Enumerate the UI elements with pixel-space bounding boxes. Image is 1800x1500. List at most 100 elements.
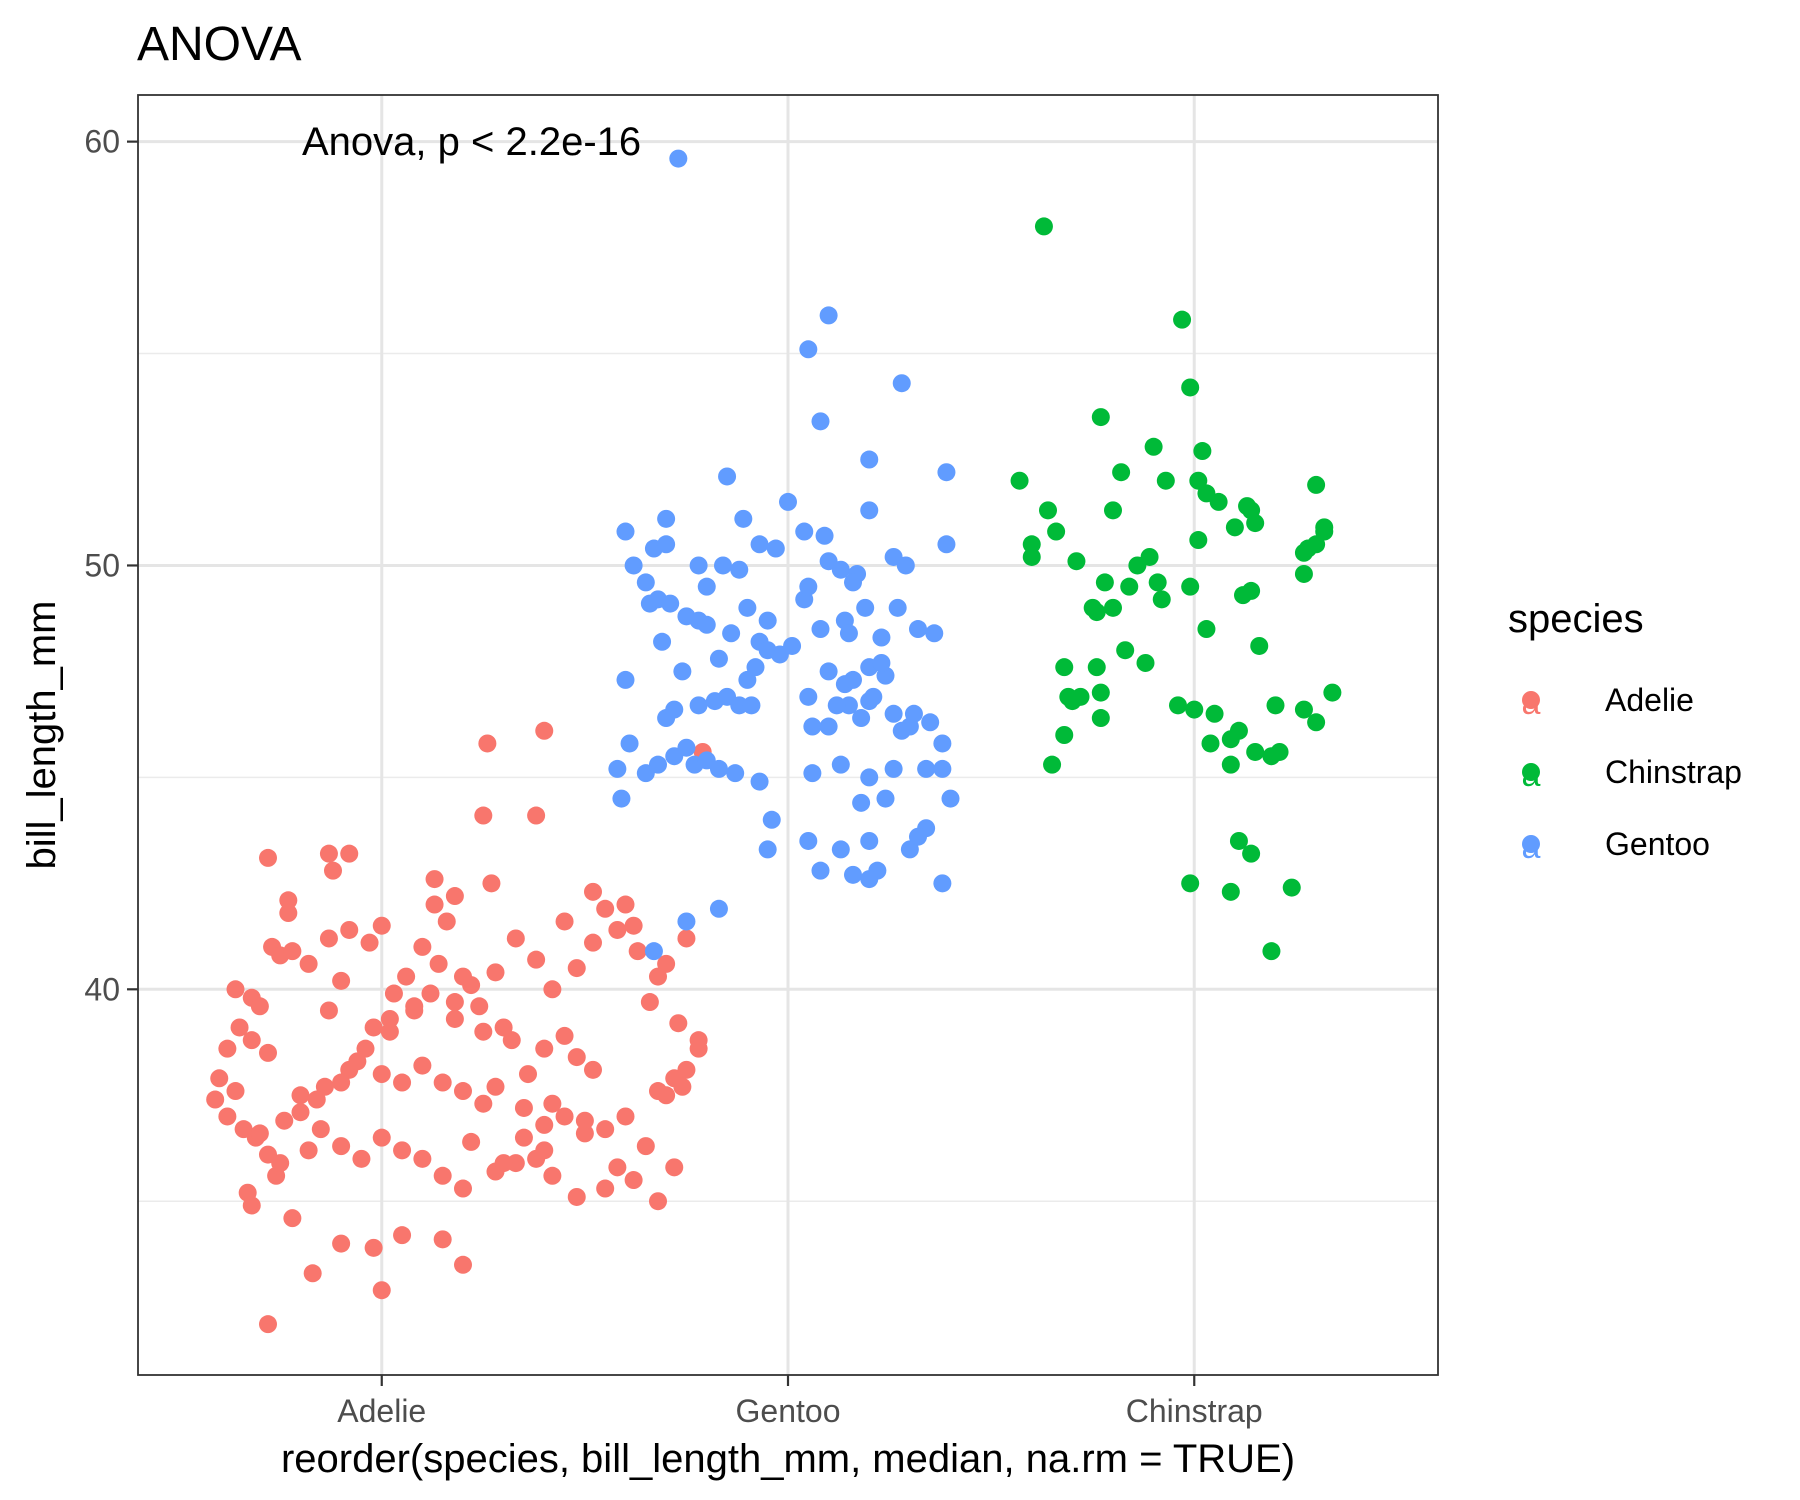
data-point (393, 1073, 412, 1092)
data-point (1229, 831, 1248, 850)
data-point (1242, 844, 1261, 863)
data-point (596, 1120, 615, 1139)
data-point (250, 1124, 269, 1143)
data-point (904, 704, 923, 723)
data-point (1181, 577, 1200, 596)
data-point (608, 759, 627, 778)
data-point (259, 1315, 277, 1334)
x-tick-label: Adelie (337, 1393, 426, 1429)
data-point (1185, 700, 1204, 719)
data-point (429, 954, 448, 973)
data-point (669, 149, 688, 168)
data-point (665, 1158, 684, 1177)
data-point (709, 759, 728, 778)
data-point (279, 904, 298, 923)
data-point (519, 1065, 537, 1084)
data-point (584, 882, 602, 901)
x-tick-label: Chinstrap (1126, 1393, 1263, 1429)
data-point (486, 963, 505, 982)
data-point (657, 535, 676, 554)
data-point (819, 662, 838, 681)
data-point (831, 840, 850, 859)
data-point (393, 1141, 412, 1160)
data-point (677, 912, 696, 931)
data-point (1120, 577, 1139, 596)
data-point (1193, 442, 1212, 461)
x-axis: Adelie Gentoo Chinstrap (337, 1375, 1263, 1429)
data-point (673, 1077, 692, 1096)
data-point (575, 1111, 594, 1130)
data-point (860, 870, 879, 889)
data-point (454, 1179, 472, 1198)
data-point (543, 980, 562, 999)
data-point (917, 759, 936, 778)
data-point (860, 768, 879, 787)
data-point (831, 560, 850, 579)
data-point (1047, 522, 1066, 541)
data-point (1270, 742, 1289, 761)
data-point (1022, 547, 1041, 566)
data-point (230, 1018, 249, 1037)
data-point (766, 539, 785, 558)
data-point (372, 1128, 391, 1147)
data-point (380, 1022, 399, 1041)
data-point (1197, 620, 1216, 639)
data-point (1205, 704, 1224, 723)
data-point (1246, 742, 1265, 761)
data-point (1043, 755, 1062, 774)
data-point (1225, 518, 1244, 537)
data-point (1022, 535, 1041, 554)
legend-label: Gentoo (1605, 826, 1710, 862)
data-point (624, 1171, 643, 1190)
data-point (844, 670, 862, 689)
data-point (283, 942, 302, 961)
legend-item: aAdelie (1522, 682, 1694, 722)
data-point (584, 933, 602, 952)
data-point (242, 1196, 261, 1215)
data-point (1307, 475, 1326, 494)
data-point (722, 624, 741, 643)
data-point (677, 738, 696, 757)
data-point (892, 374, 911, 393)
data-point (527, 806, 546, 825)
data-point (649, 1192, 667, 1211)
data-point (624, 916, 643, 935)
data-point (909, 827, 927, 846)
data-point (299, 954, 318, 973)
data-point (661, 594, 680, 613)
data-point (275, 1111, 294, 1130)
data-point (856, 598, 875, 617)
data-point (892, 721, 911, 740)
legend: species aAdelie aChinstrap aGentoo (1508, 597, 1742, 866)
data-point (734, 509, 753, 528)
data-point (1246, 514, 1265, 533)
data-point (1148, 573, 1167, 592)
data-point (750, 772, 769, 791)
data-point (319, 844, 338, 863)
data-point (888, 598, 907, 617)
data-point (311, 1120, 330, 1139)
data-point (799, 577, 818, 596)
data-point (799, 340, 818, 359)
chart-title: ANOVA (137, 18, 301, 71)
data-point (206, 1090, 225, 1109)
data-point (1091, 408, 1110, 427)
data-point (1299, 539, 1317, 558)
data-point (445, 993, 464, 1012)
data-point (608, 920, 627, 939)
data-points (206, 149, 1342, 1334)
legend-title: species (1508, 597, 1644, 641)
data-point (657, 1086, 676, 1105)
data-point (762, 810, 781, 829)
data-point (372, 1281, 391, 1300)
data-point (933, 759, 952, 778)
data-point (742, 696, 761, 715)
data-point (360, 933, 379, 952)
data-point (657, 509, 676, 528)
data-point (372, 916, 391, 935)
data-point (628, 942, 647, 961)
data-point (815, 526, 834, 545)
data-point (319, 929, 338, 948)
data-point (433, 1073, 452, 1092)
